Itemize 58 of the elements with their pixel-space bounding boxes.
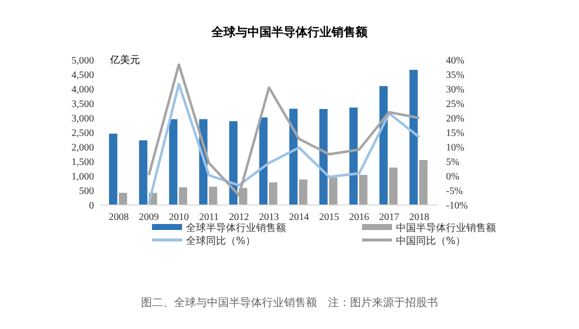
y2-tick-label: -5% [446, 186, 463, 197]
legend-label: 中国同比（%） [396, 235, 466, 247]
legend-label: 全球同比（%） [186, 235, 256, 247]
x-tick-label: 2013 [259, 212, 279, 223]
y2-tick-label: 10% [446, 142, 464, 154]
bar [208, 186, 218, 205]
y2-tick-label: 30% [446, 84, 464, 96]
y-tick-label: 1,500 [72, 157, 94, 168]
x-tick-label: 2016 [349, 212, 370, 223]
bar [329, 177, 338, 205]
x-tick-label: 2015 [319, 212, 340, 223]
x-tick-label: 2012 [228, 212, 249, 223]
bar [359, 174, 368, 205]
x-tick-label: 2008 [108, 212, 129, 223]
y-tick-label: 2,000 [72, 142, 94, 154]
y-tick-label: 5,000 [72, 56, 94, 66]
y2-tick-label: 35% [446, 70, 464, 81]
legend-label: 全球半导体行业销售额 [186, 222, 286, 234]
y2-tick-label: 0% [446, 172, 460, 182]
y-tick-label: 4,500 [72, 70, 94, 81]
line-series [148, 82, 420, 205]
x-tick-label: 2017 [379, 212, 400, 223]
y2-tick-label: 25% [446, 99, 464, 110]
y2-tick-label: -10% [446, 200, 468, 212]
legend-label: 中国半导体行业销售额 [396, 222, 496, 234]
bar [409, 70, 418, 205]
text: 图二、全球与中国半导体行业销售额 注：图片来源于招股书 [141, 296, 438, 309]
x-tick-label: 2014 [289, 212, 310, 223]
y-tick-label: 0 [89, 200, 94, 212]
bar [269, 182, 278, 205]
x-tick-label: 2011 [199, 212, 219, 223]
y-tick-label: 2,500 [72, 128, 94, 139]
bar [299, 179, 308, 205]
x-tick-label: 2018 [409, 212, 430, 223]
y-tick-label: 1,000 [72, 172, 94, 182]
bar [139, 140, 148, 205]
bar [389, 168, 398, 205]
bar [419, 160, 428, 205]
x-tick-label: 2009 [138, 212, 159, 223]
x-tick-label: 2010 [168, 212, 189, 223]
y-tick-label: 500 [79, 186, 94, 197]
bar [109, 134, 118, 205]
y2-tick-label: 20% [446, 114, 464, 124]
y-tick-label: 4,000 [72, 84, 94, 96]
bar [169, 119, 178, 205]
bar [118, 192, 128, 205]
y-tick-label: 3,500 [72, 99, 94, 110]
bar [349, 108, 358, 205]
y-axis-title: 亿美元 [109, 54, 140, 66]
chart-title: 全球与中国半导体行业销售额 [210, 25, 368, 39]
y2-tick-label: 5% [446, 157, 460, 168]
y-tick-label: 3,000 [72, 114, 94, 124]
y2-tick-label: 15% [446, 128, 464, 139]
y2-tick-label: 40% [446, 56, 464, 66]
bar [259, 117, 268, 205]
bar [178, 187, 188, 205]
bar [319, 109, 328, 205]
bar [229, 121, 238, 205]
